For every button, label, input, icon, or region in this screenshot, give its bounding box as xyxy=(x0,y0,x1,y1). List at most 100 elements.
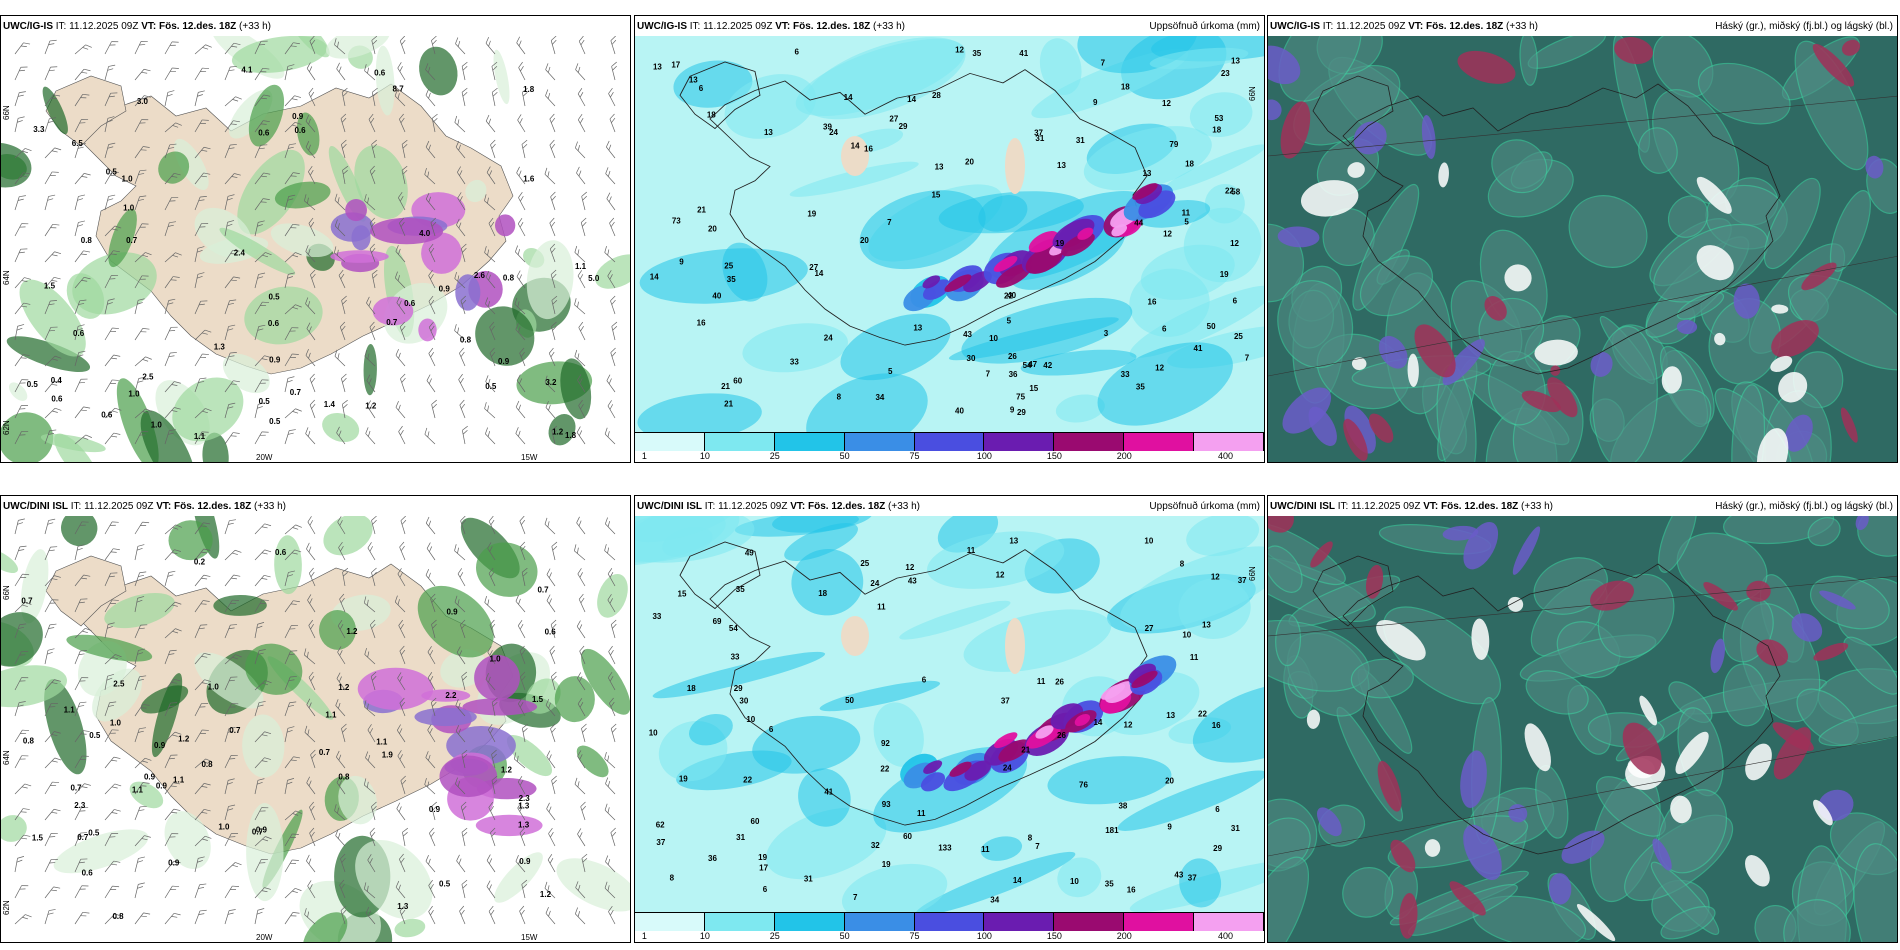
precip-value-label: 11 xyxy=(1037,677,1046,686)
colorbar-swatch xyxy=(914,433,985,451)
precip-value-label: 31 xyxy=(1035,134,1044,143)
precip-value-label: 47 xyxy=(1028,360,1037,369)
precip-value-label: 18 xyxy=(687,684,696,693)
precip-value-label: 13 xyxy=(1057,161,1066,170)
precip-value-label: 12 xyxy=(1211,572,1220,581)
lat-label: 64N xyxy=(2,270,11,285)
colorbar-tick: 1 xyxy=(641,451,647,461)
precip-value-label: 20 xyxy=(965,158,974,167)
precip-value-label: 10 xyxy=(989,334,998,343)
precip-value-label: 8 xyxy=(1028,833,1033,842)
precip-value-label: 18 xyxy=(818,589,827,598)
lon-label: 15W xyxy=(521,453,538,462)
colorbar-swatch xyxy=(704,433,775,451)
precip-value-label: 1.1 xyxy=(376,738,388,747)
precip-value-label: 1.5 xyxy=(44,282,56,291)
precip-value-label: 6 xyxy=(1233,296,1238,305)
precip-value-label: 2.5 xyxy=(142,372,154,381)
lat-label: 66N xyxy=(1248,566,1257,581)
colorbar-tick: 200 xyxy=(1116,451,1132,461)
precip-value-label: 22 xyxy=(743,776,752,785)
precip-value-label: 2.3 xyxy=(74,801,86,810)
precip-value-label: 15 xyxy=(931,191,940,200)
precip-value-label: 5 xyxy=(1007,317,1012,326)
precip-value-label: 0.5 xyxy=(89,731,101,740)
precip-value-label: 0.6 xyxy=(101,411,113,420)
valid-time-label: VT: xyxy=(141,21,157,32)
precip-value-label: 18 xyxy=(1212,126,1221,135)
panel-title: UWC/IG-IS IT: 11.12.2025 09Z VT: Fös. 12… xyxy=(3,20,626,34)
init-time: IT: 11.12.2025 09Z xyxy=(55,21,139,32)
valid-time-label: VT: xyxy=(156,501,172,512)
precip-value-label: 21 xyxy=(697,205,706,214)
precip-value-label: 23 xyxy=(1221,69,1230,78)
colorbar-swatch xyxy=(774,913,845,931)
colorbar-swatch xyxy=(984,433,1055,451)
precip-value-label: 11 xyxy=(1182,209,1191,218)
precip-value-label: 0.5 xyxy=(269,417,281,426)
precip-value-label: 1.0 xyxy=(110,719,122,728)
precip-value-label: 0.5 xyxy=(259,397,271,406)
precip-value-label: 6.5 xyxy=(72,139,84,148)
model-name: UWC/DINI ISL xyxy=(637,501,702,512)
panel-title: UWC/DINI ISL IT: 11.12.2025 09Z VT: Fös.… xyxy=(637,500,1260,514)
precip-value-label: 0.6 xyxy=(545,627,557,636)
colorbar-tick: 1 xyxy=(641,931,647,941)
precip-value-label: 0.9 xyxy=(269,355,281,364)
precip-value-label: 12 xyxy=(996,571,1005,580)
precip-value-label: 34 xyxy=(990,896,999,905)
precip-value-label: 1.0 xyxy=(123,204,135,213)
precip-value-label: 0.8 xyxy=(338,772,350,781)
precip-value-label: 19 xyxy=(882,860,891,869)
precip-value-label: 12 xyxy=(955,45,964,54)
precip-value-label: 0.7 xyxy=(77,833,89,842)
precip-value-label: 1.1 xyxy=(325,710,337,719)
precip-value-label: 7 xyxy=(1035,842,1040,851)
precip-value-label: 0.9 xyxy=(446,607,458,616)
precip-value-label: 0.9 xyxy=(429,805,441,814)
precip-value-label: 0.7 xyxy=(386,318,398,327)
panel-cloud-igis: UWC/IG-IS IT: 11.12.2025 09Z VT: Fös. 12… xyxy=(1267,15,1898,463)
precip-value-label: 0.8 xyxy=(503,274,515,283)
panel-title: UWC/DINI ISL IT: 11.12.2025 09Z VT: Fös.… xyxy=(1270,500,1893,514)
precip-value-label: 26 xyxy=(1055,678,1064,687)
precip-value-label: 12 xyxy=(1162,99,1171,108)
colorbar-swatch xyxy=(844,433,915,451)
precip-value-label: 11 xyxy=(917,809,926,818)
precip-value-label: 24 xyxy=(824,334,833,343)
precip-value-label: 0.9 xyxy=(498,357,510,366)
precip-value-label: 16 xyxy=(1148,297,1157,306)
precip-value-label: 1.1 xyxy=(173,775,185,784)
field-title: Uppsöfnuð úrkoma (mm) xyxy=(1149,501,1260,512)
valid-time: Fös. 12.des. 18Z xyxy=(808,501,886,512)
precip-value-label: 1.8 xyxy=(523,85,535,94)
precip-value-label: 60 xyxy=(751,817,760,826)
panel-accum-precip-dini: UWC/DINI ISL IT: 11.12.2025 09Z VT: Fös.… xyxy=(634,495,1265,943)
model-name: UWC/IG-IS xyxy=(637,21,687,32)
wind-precip-map: 0.61.0 0.51.80.60.50.71.60.60.41.00.50.71… xyxy=(1,36,630,462)
precip-value-label: 1.3 xyxy=(518,821,530,830)
precip-value-label: 11 xyxy=(967,546,976,555)
precip-colorbar: 1 10 25 50 75 100 150 200 400 xyxy=(635,912,1264,942)
precip-value-label: 1.0 xyxy=(121,175,133,184)
precip-value-label: 1.3 xyxy=(518,801,530,810)
precip-value-label: 29 xyxy=(1017,408,1026,417)
colorbar-tick: 400 xyxy=(1218,931,1234,941)
colorbar-swatch xyxy=(704,913,775,931)
precip-value-label: 37 xyxy=(656,838,665,847)
precip-value-label: 12 xyxy=(1163,229,1172,238)
precip-value-label: 0.7 xyxy=(537,585,549,594)
field-title: Háský (gr.), miðský (fj.bl.) og lágský (… xyxy=(1715,501,1893,512)
precip-value-label: 8 xyxy=(670,873,675,882)
precip-value-label: 20 xyxy=(1165,776,1174,785)
precip-value-label: 5.0 xyxy=(588,274,600,283)
precip-value-label: 24 xyxy=(1003,764,1012,773)
colorbar-tick: 100 xyxy=(976,451,992,461)
precip-value-label: 6 xyxy=(922,676,927,685)
precip-value-label: 1.2 xyxy=(178,735,190,744)
wind-precip-map: 0.71.91.00.50.80.70.81.01.11.30.90.71.22… xyxy=(1,516,630,942)
precip-value-label: 3 xyxy=(1104,329,1109,338)
precip-value-label: 22 xyxy=(880,765,889,774)
precip-value-label: 2.3 xyxy=(519,794,531,803)
